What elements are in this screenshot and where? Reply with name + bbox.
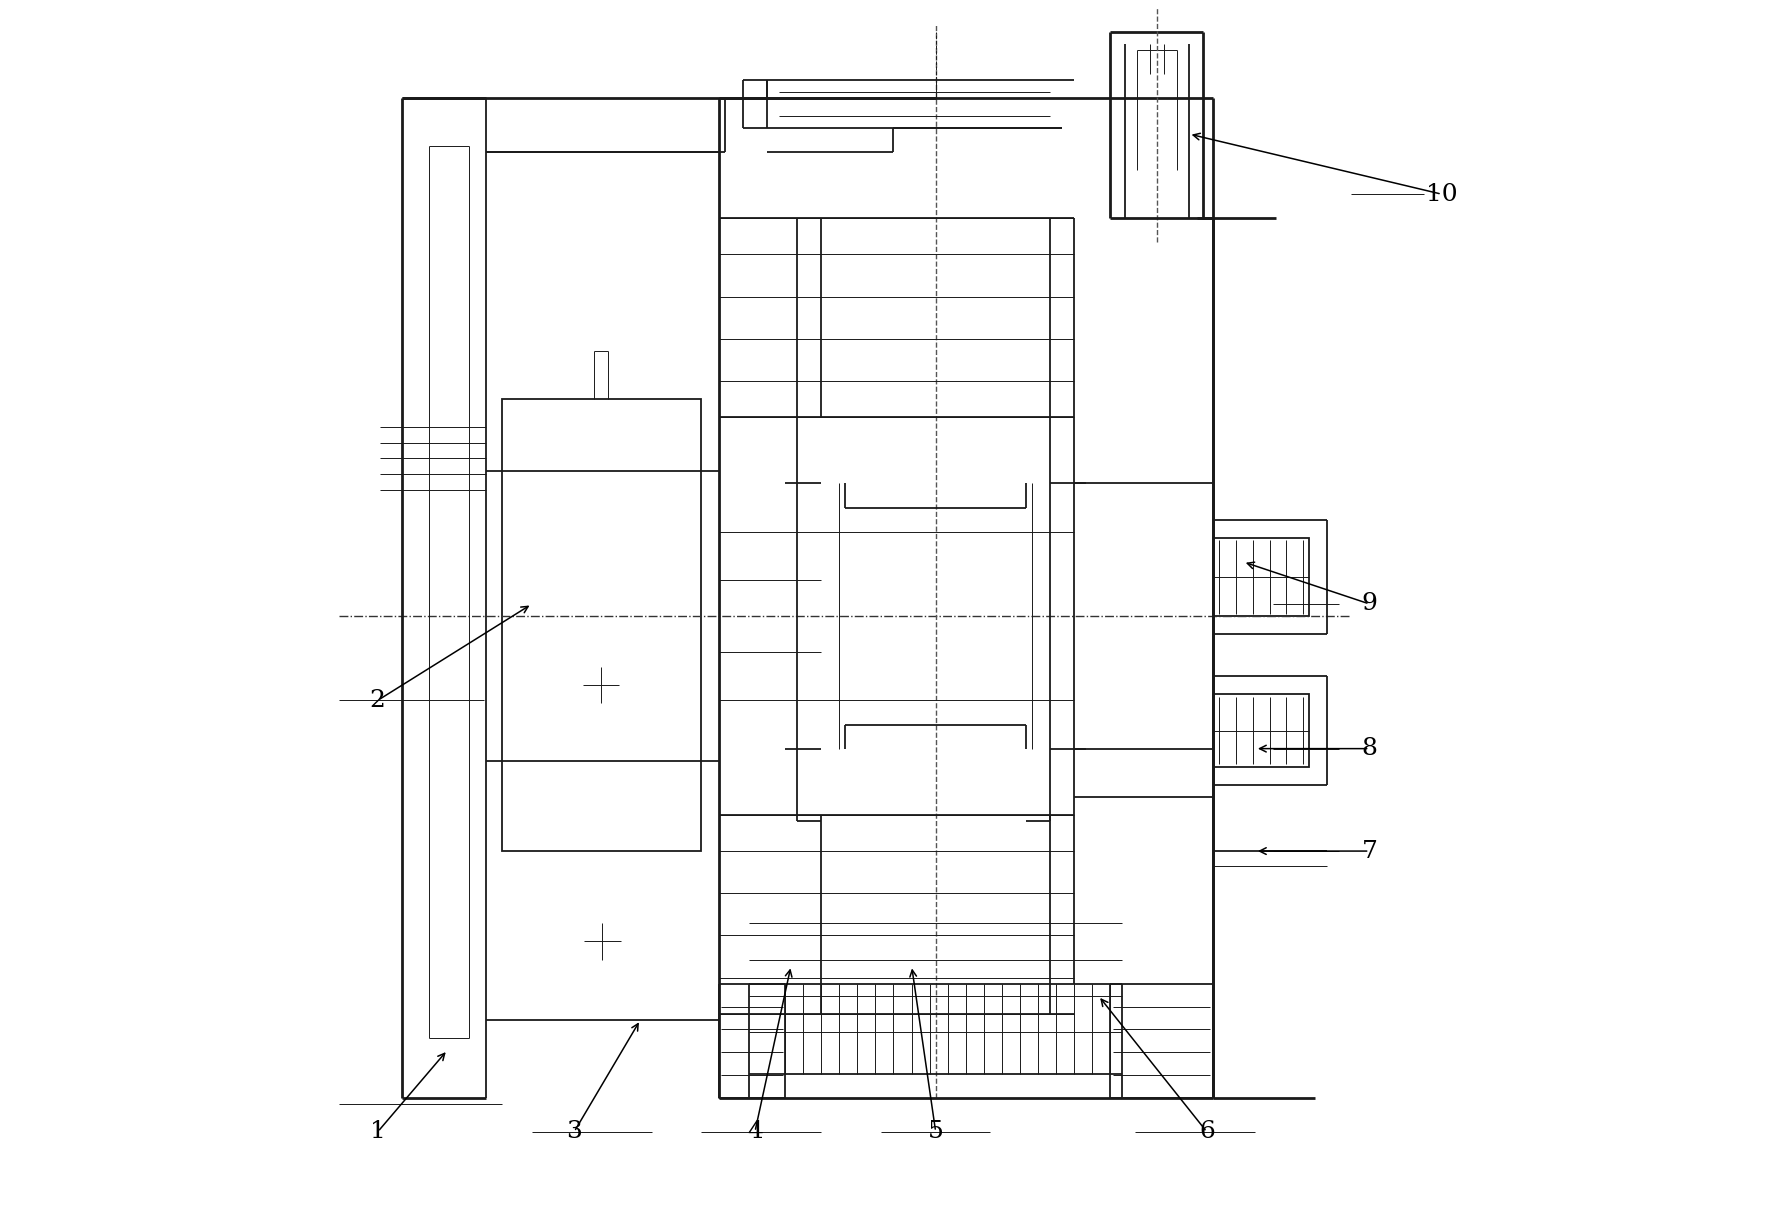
Bar xyxy=(1213,695,1310,767)
Text: 10: 10 xyxy=(1426,182,1458,205)
Bar xyxy=(1213,538,1310,616)
Text: 9: 9 xyxy=(1362,592,1378,616)
Text: 6: 6 xyxy=(1199,1120,1215,1144)
Text: 3: 3 xyxy=(566,1120,583,1144)
Text: 5: 5 xyxy=(927,1120,944,1144)
Text: 1: 1 xyxy=(370,1120,386,1144)
Text: 7: 7 xyxy=(1362,840,1378,863)
Text: 8: 8 xyxy=(1362,737,1378,760)
Bar xyxy=(502,399,701,852)
Text: 4: 4 xyxy=(747,1120,763,1144)
Text: 2: 2 xyxy=(370,689,386,712)
